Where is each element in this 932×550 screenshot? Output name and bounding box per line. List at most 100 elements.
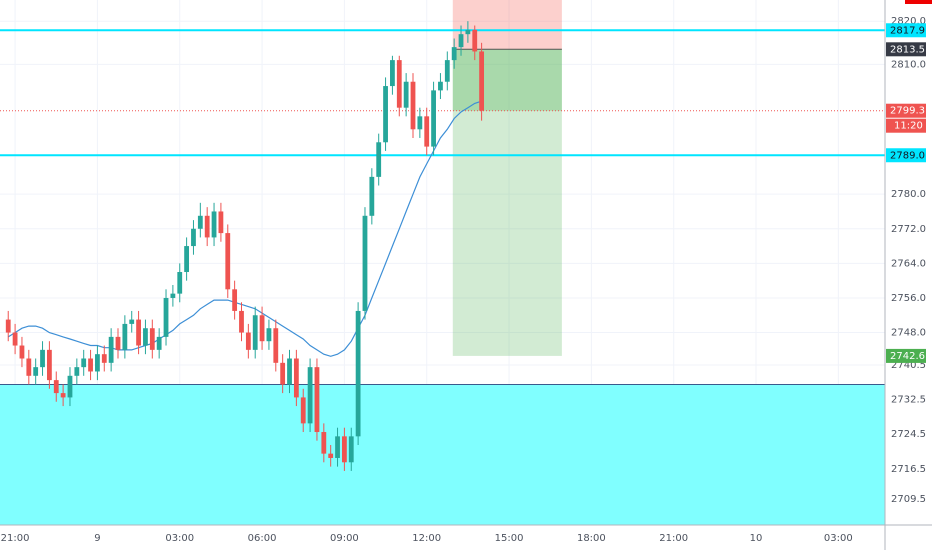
candle-body [383,86,388,143]
candle-body [280,362,286,385]
candle-body [259,315,265,342]
x-tick-label: 9 [94,533,100,544]
candle-body [300,397,306,424]
price-badge-label: 2789.0 [890,150,925,161]
y-tick-label: 2756.0 [891,293,926,304]
price-axis [885,0,932,550]
y-tick-label: 2724.5 [891,429,926,440]
price-badge [886,23,926,38]
candle-body [129,319,135,324]
candle-body [376,142,382,177]
candle-body [424,116,430,147]
x-tick-label: 12:00 [412,533,441,544]
drawings [0,0,885,525]
candle-body [115,336,121,350]
candle-body [458,34,464,48]
candle-body [60,393,66,398]
candle-body [245,332,251,350]
candle-body [348,436,354,463]
candle-body [417,116,423,130]
price-badge-label: 2799.3 [890,106,925,117]
profit-area [452,49,562,111]
candle-body [307,367,313,424]
candle-body [444,60,450,82]
price-badge [886,348,926,363]
y-tick-label: 2772.0 [891,224,926,235]
candle-body [191,228,196,247]
candle-body [136,319,141,346]
candle-body [465,29,471,35]
candle-body [369,176,375,216]
y-tick-label: 2740.5 [891,360,926,371]
candle-body [328,453,334,458]
x-tick-label: 10 [750,533,763,544]
price-badge [886,42,926,57]
moving-average [7,100,482,357]
countdown-badge [886,118,926,133]
candle-body [218,211,224,234]
candle-body [5,319,11,333]
candle-body [479,51,485,111]
price-badge [886,148,926,163]
candle-body [46,349,52,381]
countdown-label: 11:20 [894,121,923,132]
candle-body [74,367,80,376]
y-tick-label: 2820.0 [891,16,926,27]
candle-body [252,315,258,350]
candle-body [273,328,279,363]
candle-body [204,215,210,238]
candle-body [197,215,203,229]
y-tick-label: 2748.0 [891,328,926,339]
candle-body [149,328,155,350]
candle-body [321,432,327,454]
candle-body [431,90,436,147]
x-tick-label: 21:00 [1,533,30,544]
price-badge [886,103,926,118]
candle-body [101,354,107,363]
candle-body [40,349,45,368]
y-tick-label: 2732.5 [891,395,926,406]
target-area [452,49,562,356]
x-tick-label: 03:00 [824,533,853,544]
candle-body [156,336,162,350]
time-axis [0,525,885,550]
candle-body [108,336,114,363]
candle-body [438,81,443,91]
x-tick-label: 18:00 [577,533,606,544]
x-tick-label: 03:00 [165,533,194,544]
candle-body [143,328,148,346]
candle-body [239,310,244,333]
candle-body [410,81,416,130]
candle-body [12,332,18,346]
candle-body [266,328,272,342]
candle-body [19,345,25,359]
price-badge-label: 2742.6 [890,351,925,362]
candle-body [362,215,368,311]
candle-body [403,81,409,108]
candle-body [88,358,93,372]
candle-body [451,47,457,61]
candle-body [170,293,176,298]
candle-body [355,310,361,437]
candle-body [26,358,32,376]
candle-body [287,358,292,385]
candle-body [335,436,340,458]
candle-body [163,297,169,337]
candle-body [293,358,299,398]
x-tick-label: 09:00 [330,533,359,544]
candle-body [67,375,73,398]
candle-body [81,358,87,368]
candle-body [53,380,59,394]
candle-body [33,367,39,376]
x-tick-label: 15:00 [495,533,524,544]
x-tick-label: 06:00 [248,533,277,544]
x-tick-label: 21:00 [659,533,688,544]
candle-body [396,60,402,108]
price-badge-label: 2817.9 [890,25,925,36]
y-tick-label: 2764.0 [891,258,926,269]
y-tick-label: 2810.0 [891,59,926,70]
candle-body [232,289,238,311]
axis-labels: 21:00 9 03:00 06:00 09:00 12:00 15:00 18:00 21:0… [1,16,926,544]
stop-area [452,0,562,50]
